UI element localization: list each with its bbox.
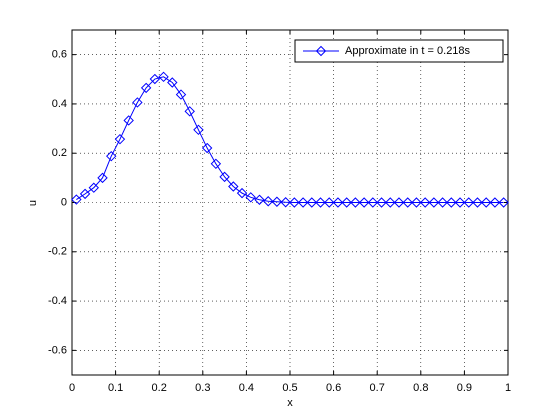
- data-marker: [88, 182, 100, 193]
- data-marker: [289, 197, 300, 208]
- data-marker: [402, 197, 413, 208]
- data-marker: [454, 197, 466, 208]
- x-tick-label: 0: [69, 382, 75, 394]
- data-marker: [428, 197, 440, 208]
- data-marker: [498, 197, 509, 208]
- data-marker: [271, 196, 283, 207]
- data-marker: [201, 142, 213, 154]
- data-marker: [219, 171, 230, 183]
- data-marker: [341, 197, 352, 208]
- data-marker: [123, 115, 134, 126]
- data-marker: [236, 187, 248, 199]
- data-marker: [358, 197, 370, 208]
- x-tick-label: 0.6: [326, 382, 341, 394]
- data-marker: [315, 197, 326, 208]
- x-tick-label: 0.3: [195, 382, 210, 394]
- data-marker: [350, 197, 361, 208]
- data-marker: [193, 124, 204, 136]
- data-marker: [210, 158, 222, 170]
- data-marker: [324, 197, 335, 208]
- legend-label: Approximate in t = 0.218s: [345, 45, 471, 57]
- data-marker: [158, 71, 169, 83]
- x-tick-label: 0.1: [108, 382, 123, 394]
- data-marker: [280, 197, 291, 208]
- legend-marker: [315, 45, 327, 57]
- data-marker: [71, 194, 82, 205]
- data-marker: [254, 194, 265, 205]
- data-marker: [437, 197, 448, 208]
- data-marker: [297, 197, 309, 208]
- y-tick-label: 0: [61, 196, 67, 208]
- data-marker: [463, 197, 474, 208]
- y-tick-label: 0.6: [52, 49, 67, 61]
- data-marker: [332, 197, 344, 208]
- data-marker: [480, 197, 492, 208]
- data-marker: [228, 181, 239, 192]
- data-marker: [140, 82, 152, 94]
- data-marker: [184, 106, 195, 117]
- data-marker: [262, 196, 274, 207]
- x-tick-label: 0.5: [282, 382, 297, 394]
- x-tick-label: 0.2: [152, 382, 167, 394]
- x-tick-label: 0.8: [413, 382, 428, 394]
- x-tick-label: 0.9: [457, 382, 472, 394]
- data-marker: [393, 197, 405, 208]
- data-marker: [79, 188, 91, 200]
- data-marker: [385, 197, 396, 208]
- data-marker: [167, 77, 178, 88]
- y-tick-label: -0.6: [48, 344, 67, 356]
- y-tick-label: -0.2: [48, 246, 67, 258]
- data-marker: [367, 197, 379, 208]
- legend-box: [294, 39, 504, 63]
- y-tick-label: 0.2: [52, 147, 67, 159]
- x-tick-label: 0.7: [370, 382, 385, 394]
- data-marker: [411, 197, 422, 208]
- x-axis-label: x: [287, 397, 293, 409]
- y-tick-label: 0.4: [52, 98, 67, 110]
- y-tick-label: -0.4: [48, 295, 67, 307]
- data-marker: [472, 197, 483, 208]
- data-marker: [376, 197, 387, 208]
- data-marker: [106, 150, 117, 162]
- data-marker: [132, 97, 143, 108]
- data-marker: [114, 133, 126, 145]
- data-marker: [97, 172, 108, 184]
- x-tick-label: 0.4: [239, 382, 254, 394]
- data-marker: [446, 197, 457, 208]
- data-marker: [245, 192, 256, 203]
- data-marker: [419, 197, 431, 208]
- data-marker: [306, 197, 318, 208]
- data-marker: [149, 73, 161, 85]
- x-tick-label: 1: [505, 382, 511, 394]
- y-axis-label: u: [27, 200, 39, 206]
- data-marker: [175, 89, 187, 100]
- data-marker: [489, 197, 501, 208]
